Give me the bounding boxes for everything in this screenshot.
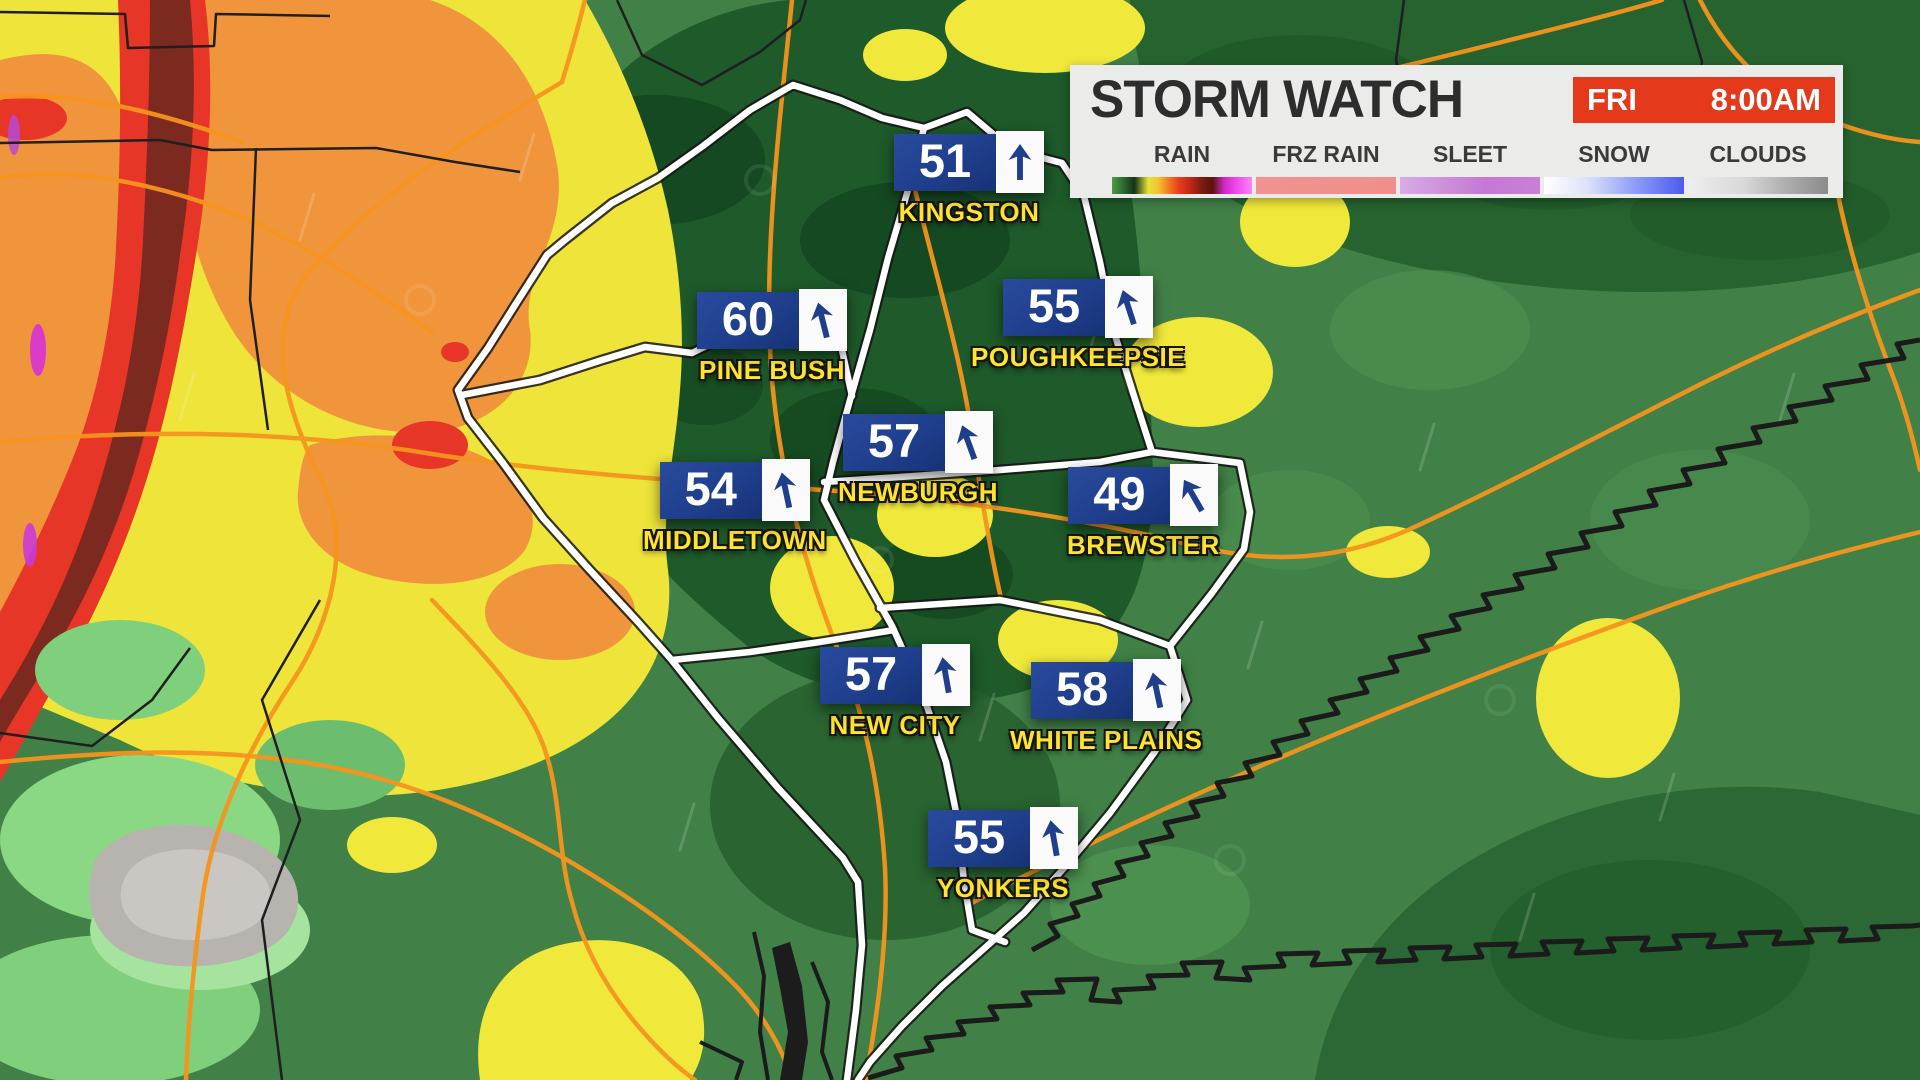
hudson-west-bank <box>752 931 770 1080</box>
wind-arrow-icon <box>1042 820 1065 857</box>
precip-legend: RAIN FRZ RAIN SLEET SNOW CLOUDS <box>1112 141 1828 194</box>
temp-value: 55 <box>928 809 1030 867</box>
city-marker-newburgh: 57 NEWBURGH <box>838 411 998 508</box>
legend-bar-frz-rain <box>1256 177 1396 194</box>
temp-value: 51 <box>894 133 996 191</box>
city-marker-poughkeepsie: 55 POUGHKEEPSIE <box>971 276 1185 373</box>
temp-value: 57 <box>820 646 922 704</box>
temp-value: 58 <box>1031 661 1134 719</box>
storm-watch-panel: STORM WATCH FRI 8:00AM RAIN FRZ RAIN SLE… <box>1070 65 1843 198</box>
temp-value: 54 <box>659 461 762 519</box>
legend-label-clouds: CLOUDS <box>1709 141 1807 167</box>
city-marker-yonkers: 55 YONKERS <box>928 807 1078 904</box>
legend-label-snow: SNOW <box>1578 141 1650 167</box>
long-island-shore <box>867 922 1920 1080</box>
city-label: KINGSTON <box>898 197 1040 227</box>
city-marker-brewster: 49 BREWSTER <box>1067 464 1220 561</box>
wind-arrow-icon <box>1145 672 1168 709</box>
city-marker-new-city: 57 NEW CITY <box>820 644 970 741</box>
city-label: NEWBURGH <box>838 477 998 507</box>
wind-arrow-icon <box>1116 289 1139 326</box>
east-river-line <box>810 961 834 1080</box>
city-label: MIDDLETOWN <box>643 525 827 555</box>
city-marker-pine-bush: 60 PINE BUSH <box>697 289 847 386</box>
wind-arrow-icon <box>811 302 834 339</box>
city-label: BREWSTER <box>1067 530 1220 560</box>
city-marker-white-plains: 58 WHITE PLAINS <box>1010 659 1202 756</box>
wind-arrow-icon <box>956 425 979 461</box>
legend-label-frz-rain: FRZ RAIN <box>1272 141 1380 167</box>
legend-bar-clouds <box>1688 177 1828 194</box>
forecast-time: 8:00AM <box>1710 82 1821 117</box>
temp-value: 49 <box>1068 466 1171 524</box>
nj-shore-spur <box>699 1040 744 1080</box>
temp-value: 60 <box>697 291 799 349</box>
city-label: NEW CITY <box>829 710 961 740</box>
forecast-time-badge: FRI 8:00AM <box>1573 77 1835 123</box>
legend-bar-rain <box>1112 177 1252 194</box>
legend-bar-snow <box>1544 177 1684 194</box>
city-marker-kingston: 51 KINGSTON <box>894 131 1044 228</box>
temp-value: 55 <box>1003 278 1106 336</box>
city-label: WHITE PLAINS <box>1010 725 1203 755</box>
manhattan-shape <box>772 942 808 1080</box>
wind-arrow-icon <box>934 657 957 694</box>
county-borders-layer <box>0 0 1712 1080</box>
legend-bar-sleet <box>1400 177 1540 194</box>
connecticut-coastline <box>1030 337 1920 953</box>
city-label: POUGHKEEPSIE <box>971 342 1186 372</box>
forecast-day: FRI <box>1587 82 1637 117</box>
city-marker-middletown: 54 MIDDLETOWN <box>643 459 827 556</box>
legend-label-rain: RAIN <box>1153 141 1211 167</box>
panel-title: STORM WATCH <box>1090 70 1464 129</box>
wind-arrow-icon <box>1008 144 1032 180</box>
city-label: PINE BUSH <box>698 355 846 385</box>
city-label: YONKERS <box>936 873 1070 903</box>
temp-value: 57 <box>843 413 945 471</box>
legend-label-sleet: SLEET <box>1432 141 1508 167</box>
wind-arrow-icon <box>773 472 797 509</box>
coastline-layer <box>699 337 1920 1080</box>
wind-arrow-icon <box>1182 479 1205 513</box>
